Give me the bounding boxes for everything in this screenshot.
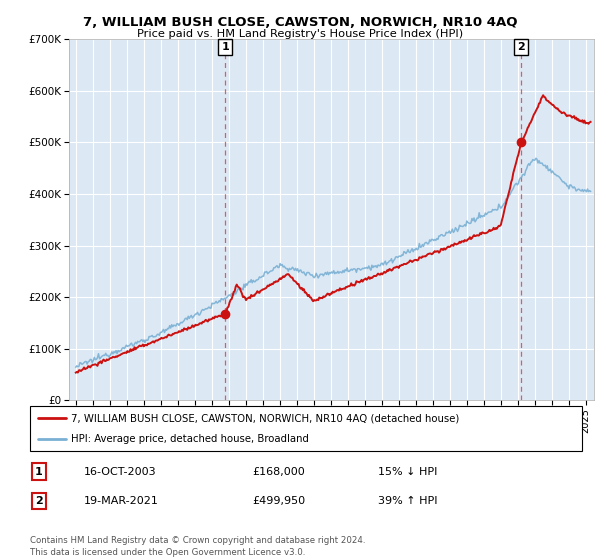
Text: HPI: Average price, detached house, Broadland: HPI: Average price, detached house, Broa…: [71, 433, 309, 444]
Text: 2: 2: [517, 42, 525, 52]
Text: 7, WILLIAM BUSH CLOSE, CAWSTON, NORWICH, NR10 4AQ: 7, WILLIAM BUSH CLOSE, CAWSTON, NORWICH,…: [83, 16, 517, 29]
Text: 19-MAR-2021: 19-MAR-2021: [84, 496, 159, 506]
Text: £499,950: £499,950: [252, 496, 305, 506]
Text: £168,000: £168,000: [252, 466, 305, 477]
Text: 1: 1: [35, 466, 43, 477]
Text: Contains HM Land Registry data © Crown copyright and database right 2024.
This d: Contains HM Land Registry data © Crown c…: [30, 536, 365, 557]
Text: Price paid vs. HM Land Registry's House Price Index (HPI): Price paid vs. HM Land Registry's House …: [137, 29, 463, 39]
Text: 16-OCT-2003: 16-OCT-2003: [84, 466, 157, 477]
Text: 2: 2: [35, 496, 43, 506]
Text: 15% ↓ HPI: 15% ↓ HPI: [378, 466, 437, 477]
Text: 39% ↑ HPI: 39% ↑ HPI: [378, 496, 437, 506]
Text: 7, WILLIAM BUSH CLOSE, CAWSTON, NORWICH, NR10 4AQ (detached house): 7, WILLIAM BUSH CLOSE, CAWSTON, NORWICH,…: [71, 413, 460, 423]
Text: 1: 1: [221, 42, 229, 52]
